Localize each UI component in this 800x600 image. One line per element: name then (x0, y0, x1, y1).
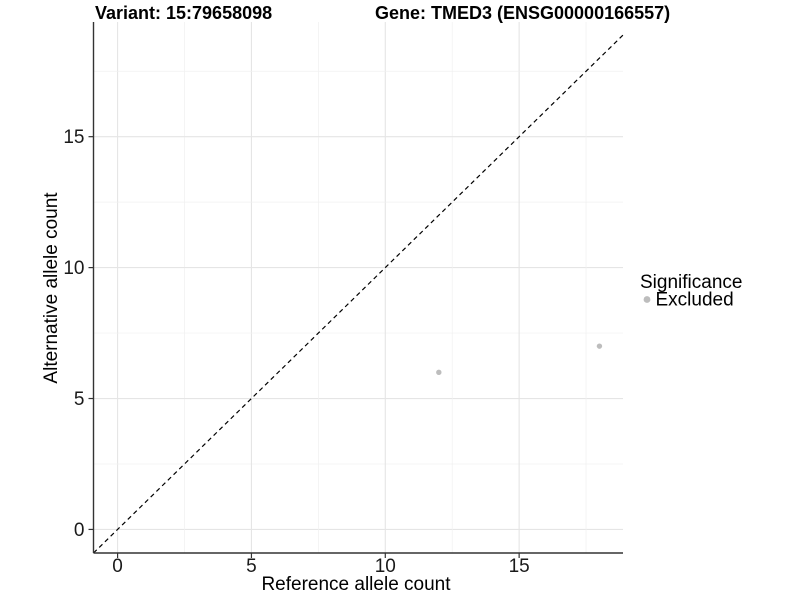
x-tick-label: 10 (375, 556, 396, 577)
data-point-excluded (436, 369, 442, 376)
legend-item-label-excluded: Excluded (656, 290, 734, 311)
x-tick-label: 0 (112, 556, 123, 577)
identity-reference-line (93, 34, 624, 554)
y-tick-label: 0 (74, 520, 85, 541)
x-axis-title: Reference allele count (261, 574, 451, 595)
legend: Significance Excluded (640, 272, 742, 311)
x-tick-label: 5 (246, 556, 257, 577)
chart-layer: 0 5 10 15 0 5 10 15 (63, 22, 624, 577)
plot-title-gene: Gene: TMED3 (ENSG00000166557) (375, 3, 670, 23)
y-tick-label: 15 (63, 127, 84, 148)
plot-title-variant: Variant: 15:79658098 (95, 3, 272, 23)
legend-title: Significance (640, 272, 742, 293)
y-tick-label: 5 (74, 389, 85, 410)
x-tick-label: 15 (509, 556, 530, 577)
y-tick-label: 10 (63, 258, 84, 279)
data-point-excluded (596, 343, 603, 349)
y-axis-title: Alternative allele count (41, 192, 62, 384)
legend-key-dot-icon (643, 296, 651, 303)
